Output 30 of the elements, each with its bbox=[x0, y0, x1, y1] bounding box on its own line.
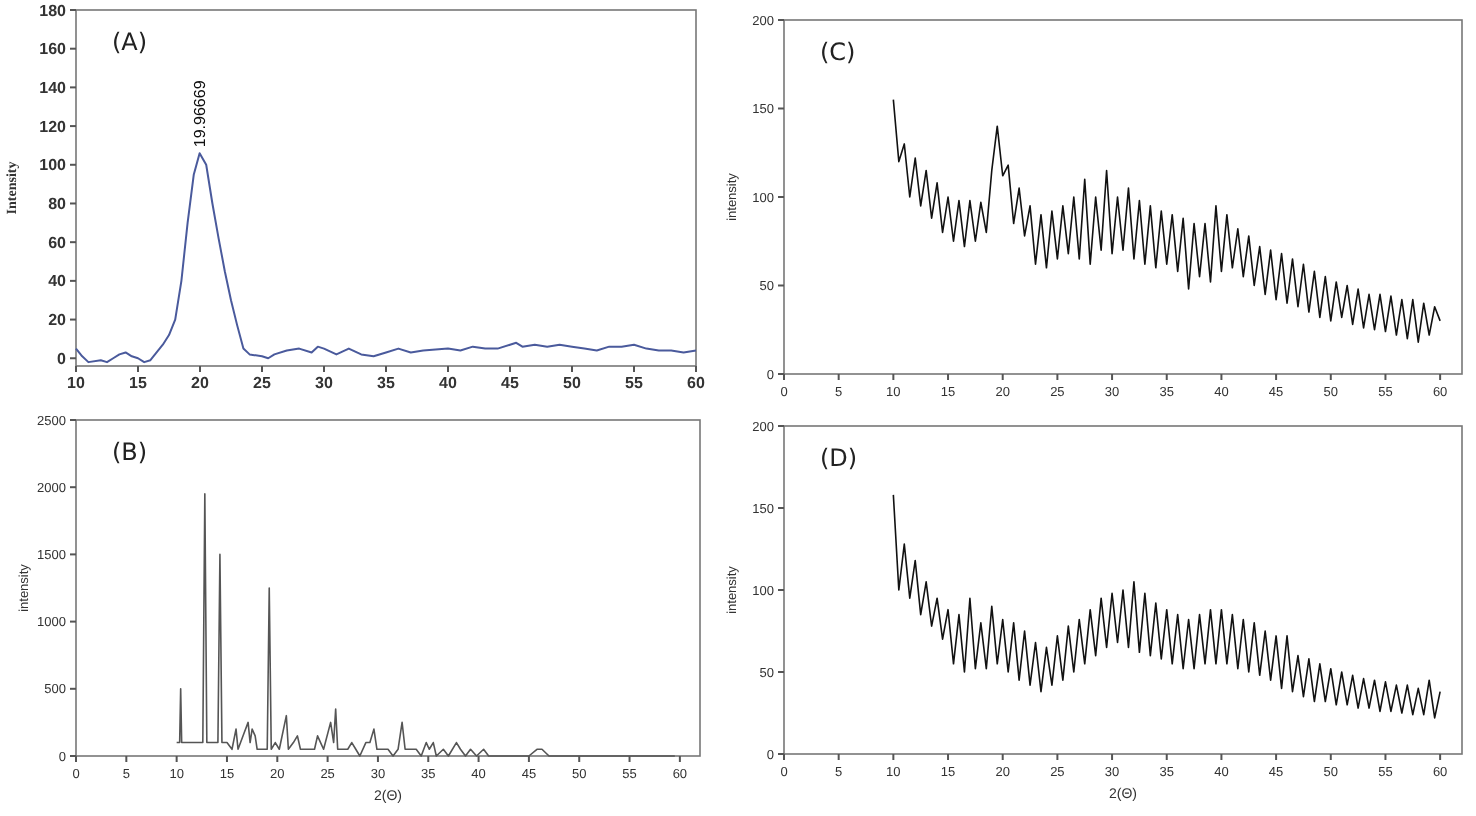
y-tick-label: 140 bbox=[39, 78, 68, 97]
y-tick-label: 20 bbox=[48, 311, 68, 330]
line-series bbox=[892, 494, 1441, 719]
x-tick-label: 40 bbox=[439, 374, 458, 392]
x-tick-label: 25 bbox=[253, 374, 272, 392]
line-series bbox=[75, 152, 697, 364]
y-tick-label: 160 bbox=[39, 40, 68, 59]
y-tick-label: 0 bbox=[57, 349, 68, 368]
x-tick-label: 30 bbox=[315, 374, 334, 392]
annotation: 19.96669 bbox=[191, 79, 210, 148]
annotation: (C) bbox=[820, 38, 856, 66]
annotation: (D) bbox=[820, 444, 858, 472]
x-tick-label: 45 bbox=[501, 374, 520, 392]
y-tick-label: 80 bbox=[48, 195, 68, 214]
x-tick-label: 50 bbox=[563, 374, 582, 392]
x-tick-label: 10 bbox=[67, 374, 86, 392]
y-tick-label: 180 bbox=[39, 1, 68, 20]
y-tick-label: 60 bbox=[48, 233, 68, 252]
y-tick-label: 100 bbox=[39, 156, 68, 175]
annotation: (A) bbox=[112, 28, 148, 56]
y-tick-label: 40 bbox=[48, 272, 68, 291]
x-tick-label: 15 bbox=[129, 374, 148, 392]
x-tick-label: 55 bbox=[625, 374, 644, 392]
y-tick-label: 120 bbox=[39, 117, 68, 136]
x-tick-label: 20 bbox=[191, 374, 210, 392]
x-tick-label: 35 bbox=[377, 374, 396, 392]
line-series bbox=[892, 98, 1441, 343]
x-tick-label: 60 bbox=[687, 374, 706, 392]
annotation: (B) bbox=[112, 438, 148, 466]
line-series bbox=[175, 493, 676, 757]
